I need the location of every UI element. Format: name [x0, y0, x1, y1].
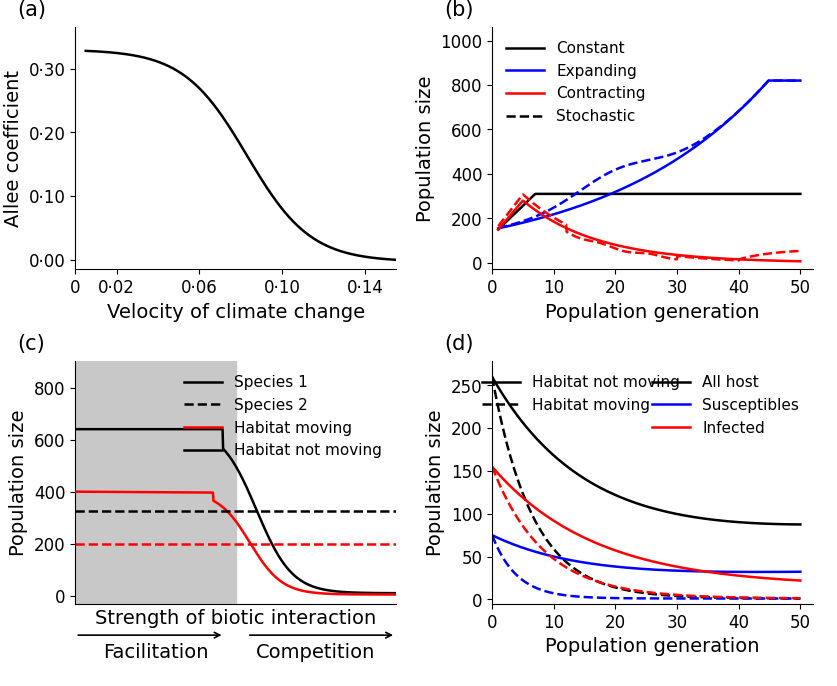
Text: (a): (a) — [18, 0, 47, 20]
Text: Facilitation: Facilitation — [103, 642, 208, 661]
X-axis label: Velocity of climate change: Velocity of climate change — [106, 303, 364, 322]
X-axis label: Population generation: Population generation — [545, 637, 759, 656]
Text: (b): (b) — [444, 0, 473, 20]
Y-axis label: Population size: Population size — [415, 75, 434, 222]
X-axis label: Strength of biotic interaction: Strength of biotic interaction — [95, 609, 376, 628]
Text: (c): (c) — [18, 334, 45, 354]
X-axis label: Population generation: Population generation — [545, 303, 759, 322]
Y-axis label: Allee coefficient: Allee coefficient — [4, 70, 23, 227]
Y-axis label: Population size: Population size — [426, 410, 444, 556]
Legend: All host, Susceptibles, Infected: All host, Susceptibles, Infected — [644, 369, 804, 442]
Y-axis label: Population size: Population size — [9, 410, 28, 556]
Text: (d): (d) — [444, 334, 473, 354]
Bar — [75, 362, 235, 604]
Legend: Species 1, Species 2, Habitat moving, Habitat not moving: Species 1, Species 2, Habitat moving, Ha… — [177, 369, 388, 464]
Text: Competition: Competition — [256, 642, 375, 661]
Legend: Constant, Expanding, Contracting, Stochastic: Constant, Expanding, Contracting, Stocha… — [500, 35, 651, 130]
